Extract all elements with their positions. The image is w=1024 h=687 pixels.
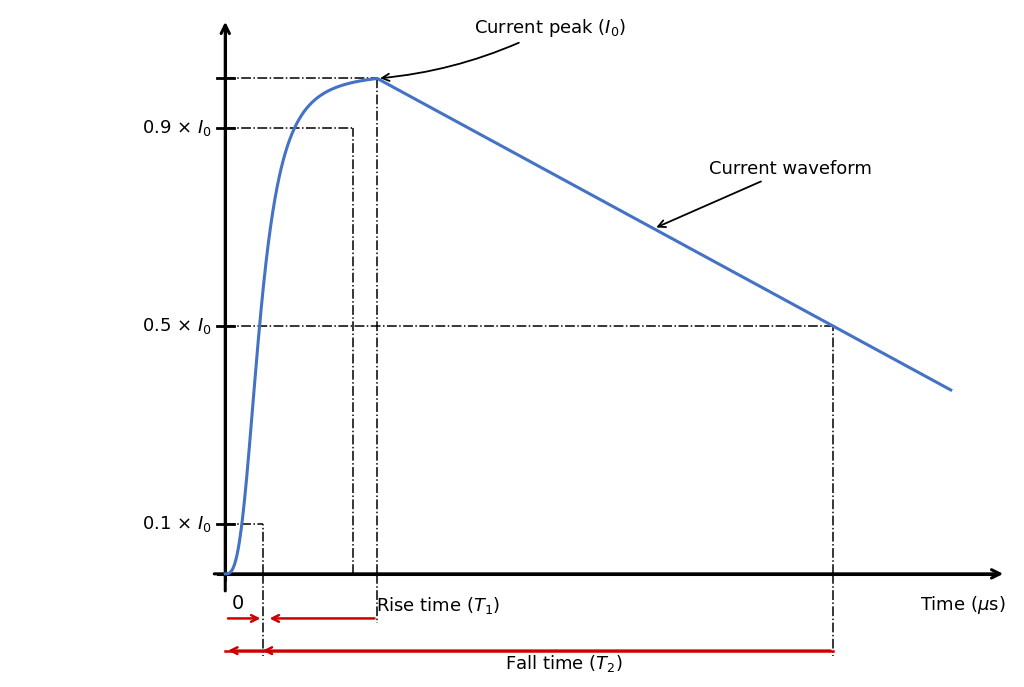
Text: Fall time ($T_2$): Fall time ($T_2$) <box>505 653 623 674</box>
Text: Time ($\mu$s): Time ($\mu$s) <box>921 594 1006 616</box>
Text: Current peak ($I_0$): Current peak ($I_0$) <box>382 17 626 81</box>
Text: Current waveform: Current waveform <box>658 159 871 227</box>
Text: 0.1 $\times$ $I_0$: 0.1 $\times$ $I_0$ <box>141 515 211 534</box>
Text: 0.5 $\times$ $I_0$: 0.5 $\times$ $I_0$ <box>141 316 211 336</box>
Text: Rise time ($T_1$): Rise time ($T_1$) <box>376 595 500 616</box>
Text: 0.9 $\times$ $I_0$: 0.9 $\times$ $I_0$ <box>141 118 211 138</box>
Text: 0: 0 <box>232 594 245 613</box>
